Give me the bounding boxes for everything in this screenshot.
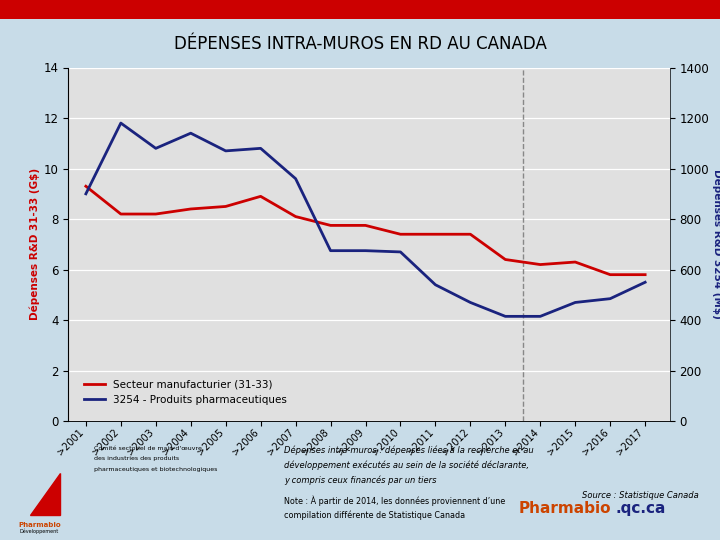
Polygon shape xyxy=(30,473,60,515)
Text: pharmaceutiques et biotechnologiques: pharmaceutiques et biotechnologiques xyxy=(94,467,217,472)
Text: développement exécutés au sein de la société déclarante,: développement exécutés au sein de la soc… xyxy=(284,461,529,470)
Text: Dépenses intra-muros : dépenses liées à la recherche et au: Dépenses intra-muros : dépenses liées à … xyxy=(284,446,534,455)
Text: compilation différente de Statistique Canada: compilation différente de Statistique Ca… xyxy=(284,510,466,520)
Y-axis label: Dépenses R&D 31-33 (G$): Dépenses R&D 31-33 (G$) xyxy=(29,168,40,320)
Text: DÉPENSES INTRA-MUROS EN RD AU CANADA: DÉPENSES INTRA-MUROS EN RD AU CANADA xyxy=(174,35,546,53)
Text: y compris ceux financés par un tiers: y compris ceux financés par un tiers xyxy=(284,476,437,485)
Y-axis label: Dépenses R&D 3254 (M$): Dépenses R&D 3254 (M$) xyxy=(713,170,720,319)
Text: .qc.ca: .qc.ca xyxy=(616,501,666,516)
Text: Note : À partir de 2014, les données proviennent d’une: Note : À partir de 2014, les données pro… xyxy=(284,495,505,506)
Text: Comité sectoriel de main-d'œuvre: Comité sectoriel de main-d'œuvre xyxy=(94,446,202,450)
Legend: Secteur manufacturier (31-33), 3254 - Produits pharmaceutiques: Secteur manufacturier (31-33), 3254 - Pr… xyxy=(80,375,291,409)
Text: Pharmabio: Pharmabio xyxy=(18,522,61,528)
Text: des industries des produits: des industries des produits xyxy=(94,456,179,461)
Text: Développement: Développement xyxy=(20,529,59,534)
Text: Pharmabio: Pharmabio xyxy=(518,501,611,516)
Text: Source : Statistique Canada: Source : Statistique Canada xyxy=(582,491,698,500)
